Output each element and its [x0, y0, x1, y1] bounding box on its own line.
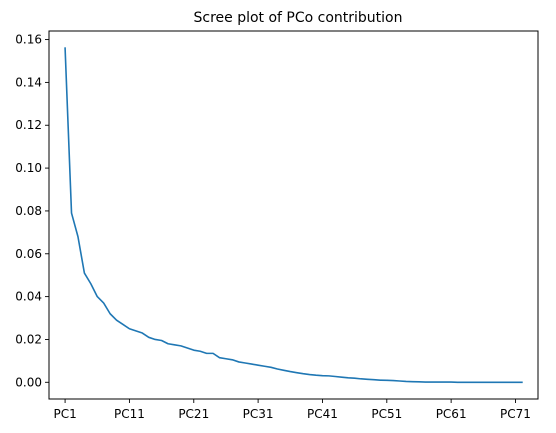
- y-tick-label: 0.00: [15, 375, 42, 389]
- x-tick-label: PC51: [371, 407, 402, 421]
- x-tick-label: PC1: [53, 407, 76, 421]
- y-tick-label: 0.16: [15, 33, 42, 47]
- y-axis: 0.00 0.02 0.04 0.06 0.08 0.10 0.12 0.14 0.16: [15, 33, 49, 389]
- x-axis: PC1 PC11 PC21 PC31 PC41 PC51 PC61 PC71: [53, 399, 531, 421]
- y-tick-label: 0.08: [15, 204, 42, 218]
- plot-frame: [48, 30, 539, 400]
- chart-title: Scree plot of PCo contribution: [193, 10, 402, 26]
- plot-area: [64, 47, 523, 384]
- y-tick-label: 0.10: [15, 161, 42, 175]
- y-tick-label: 0.04: [15, 290, 42, 304]
- x-tick-label: PC31: [243, 407, 274, 421]
- x-tick-label: PC11: [114, 407, 145, 421]
- x-tick-label: PC71: [500, 407, 531, 421]
- x-tick-label: PC61: [436, 407, 467, 421]
- y-tick-label: 0.12: [15, 118, 42, 132]
- x-tick-label: PC41: [307, 407, 338, 421]
- x-tick-label: PC21: [178, 407, 209, 421]
- series-line-0: [64, 47, 523, 384]
- y-tick-label: 0.02: [15, 332, 42, 346]
- y-tick-label: 0.06: [15, 247, 42, 261]
- y-tick-label: 0.14: [15, 75, 42, 89]
